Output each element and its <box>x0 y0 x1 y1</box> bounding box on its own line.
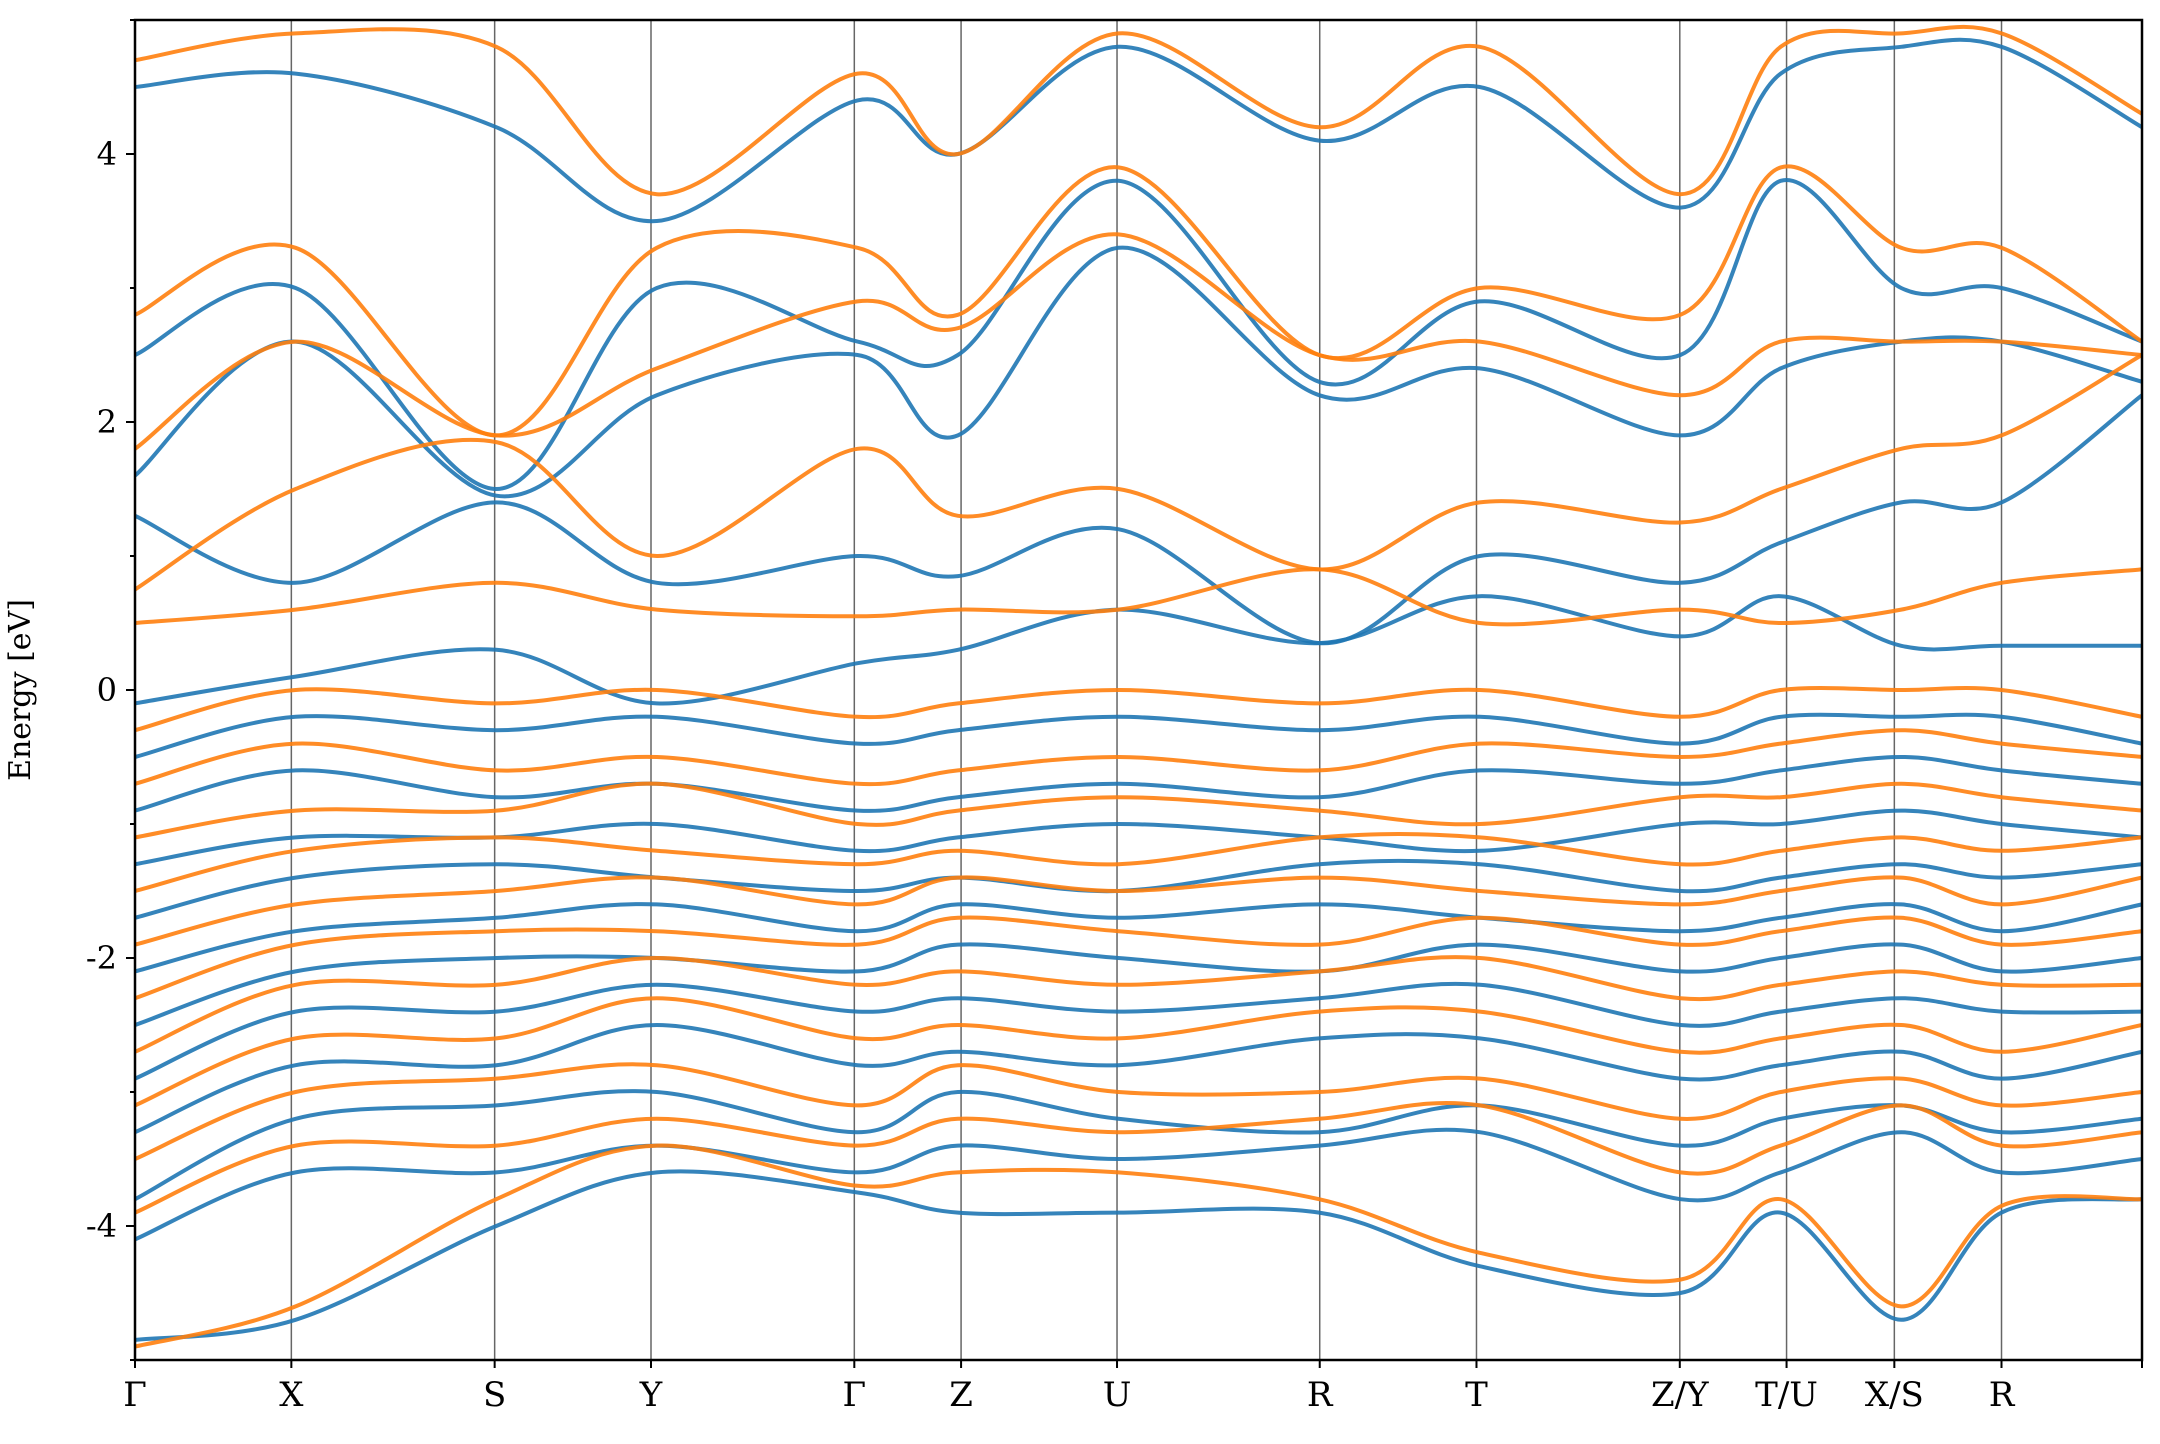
x-tick-label: Γ <box>123 1375 147 1415</box>
band-line-series-1 <box>135 164 2142 438</box>
y-tick-label: 0 <box>97 671 117 709</box>
band-line-series-0 <box>135 981 2142 1081</box>
band-line-series-0 <box>135 1022 2142 1135</box>
band-line-series-0 <box>135 712 2142 759</box>
x-tick-label: U <box>1103 1375 1132 1415</box>
x-tick-label: Z <box>949 1375 973 1415</box>
y-tick-label: -2 <box>86 939 117 977</box>
band-line-series-1 <box>135 353 2142 592</box>
band-line-series-0 <box>135 1127 2142 1242</box>
band-line-series-0 <box>135 393 2142 646</box>
bands <box>135 24 2142 1349</box>
band-line-series-0 <box>135 754 2142 813</box>
band-line-series-1 <box>135 781 2142 840</box>
x-tick-label: X <box>279 1375 304 1415</box>
band-line-series-1 <box>135 996 2142 1108</box>
y-ticks: -4 -2 0 2 4 <box>86 19 135 1361</box>
band-line-series-0 <box>135 1169 2142 1342</box>
band-line-series-1 <box>135 1062 2142 1161</box>
y-tick-label: 4 <box>97 135 117 173</box>
band-line-series-0 <box>135 942 2142 1027</box>
band-line-series-0 <box>135 37 2142 224</box>
y-tick-label: -4 <box>86 1207 117 1245</box>
band-line-series-0 <box>135 178 2142 492</box>
x-tick-label: Γ <box>843 1375 867 1415</box>
band-line-series-1 <box>135 832 2142 893</box>
band-line-series-0 <box>135 858 2142 920</box>
band-line-series-1 <box>135 875 2142 947</box>
band-line-series-1 <box>135 567 2142 627</box>
x-tick-label: X/S <box>1865 1375 1924 1415</box>
band-line-series-0 <box>135 902 2142 974</box>
x-tick-label: Z/Y <box>1651 1375 1709 1415</box>
x-tick-label: R <box>1307 1375 1334 1415</box>
band-line-series-1 <box>135 24 2142 197</box>
band-line-series-0 <box>135 594 2142 706</box>
x-tick-label: R <box>1989 1375 2016 1415</box>
band-line-series-1 <box>135 232 2142 451</box>
y-tick-label: 2 <box>97 403 117 441</box>
band-line-series-0 <box>135 1089 2142 1201</box>
band-line-series-1 <box>135 955 2142 1054</box>
x-tick-label: T <box>1465 1375 1488 1415</box>
x-tick-label: Y <box>639 1375 663 1415</box>
x-tick-label: S <box>483 1375 506 1415</box>
band-line-series-1 <box>135 686 2142 733</box>
x-tick-label: T/U <box>1755 1375 1818 1415</box>
x-ticks: Γ X S Y Γ Z U R T Z/Y T/U X/S R <box>123 1360 2143 1415</box>
band-line-series-0 <box>135 245 2142 499</box>
y-axis-label: Energy [eV] <box>3 599 38 781</box>
band-line-series-1 <box>135 915 2142 1001</box>
band-line-series-1 <box>135 1101 2142 1215</box>
band-line-series-1 <box>135 728 2142 787</box>
band-line-series-1 <box>135 1143 2142 1349</box>
